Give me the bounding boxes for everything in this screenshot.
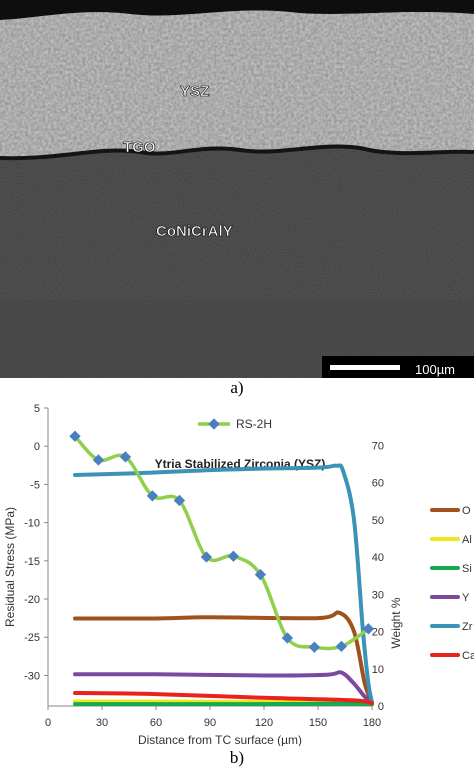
legend-label-rs-2h: RS-2H <box>236 417 272 431</box>
y-tick-label: -15 <box>24 556 40 568</box>
y2-tick-label: 10 <box>372 664 384 676</box>
stress-data-point <box>200 551 213 563</box>
stress-data-point <box>281 632 294 644</box>
stress-data-point <box>227 550 240 562</box>
y-tick-label: 5 <box>34 403 40 415</box>
y2-tick-label: 0 <box>378 701 384 713</box>
series-line-zr <box>73 463 374 705</box>
y2-tick-label: 40 <box>372 552 384 564</box>
y-tick-label: -30 <box>24 670 40 682</box>
y-tick-label: -5 <box>30 479 40 491</box>
y2-axis-title: Weight % <box>389 597 403 648</box>
y2-tick-label: 60 <box>372 478 384 490</box>
x-tick-label: 90 <box>204 717 216 729</box>
legend-label-y: Y <box>462 592 470 604</box>
x-tick-label: 180 <box>363 717 381 729</box>
x-tick-label: 150 <box>309 717 327 729</box>
series-line-o <box>73 610 374 705</box>
x-axis-title: Distance from TC surface (µm) <box>138 733 302 746</box>
bond-coat-label: CoNiCrAlY <box>156 223 233 240</box>
caption-b: b) <box>229 748 245 767</box>
residual-stress-chart: 50-5-10-15-20-25-300 30 60 90 120 150 18070605… <box>3 403 474 746</box>
x-tick-label: 60 <box>150 717 162 729</box>
y2-tick-label: 70 <box>372 440 384 452</box>
legend-label-si: Si <box>462 563 472 575</box>
y-axis-title: Residual Stress (MPa) <box>3 507 17 627</box>
x-tick-label: 30 <box>96 717 108 729</box>
legend-label-ca: Ca <box>462 650 474 662</box>
caption-a: a) <box>230 378 244 397</box>
stress-data-point <box>335 640 348 653</box>
y-tick-label: -10 <box>24 518 40 530</box>
legend-marker-rs-2h <box>208 418 220 430</box>
y-tick-label: 0 <box>34 441 40 453</box>
ysz-label: YSZ <box>180 83 209 100</box>
legend-label-o: O <box>462 505 471 517</box>
series-line-ca <box>73 691 374 706</box>
y2-tick-label: 30 <box>372 589 384 601</box>
tgo-label: TGO <box>123 139 156 156</box>
y2-tick-label: 50 <box>372 515 384 527</box>
legend-label-al: Al <box>462 534 472 546</box>
y-tick-label: -20 <box>24 594 40 606</box>
y2-tick-label: 20 <box>372 627 384 639</box>
stress-data-point <box>308 641 321 653</box>
x-tick-label: 0 <box>45 717 51 729</box>
series-line-y <box>73 670 374 705</box>
x-tick-label: 120 <box>255 717 273 729</box>
legend-label-zr: Zr <box>462 621 473 633</box>
y-tick-label: -25 <box>24 632 40 644</box>
scale-bar-label: 100µm <box>415 362 455 377</box>
sem-micrograph: YSZ TGO CoNiCrAlY 100µm <box>0 0 474 378</box>
